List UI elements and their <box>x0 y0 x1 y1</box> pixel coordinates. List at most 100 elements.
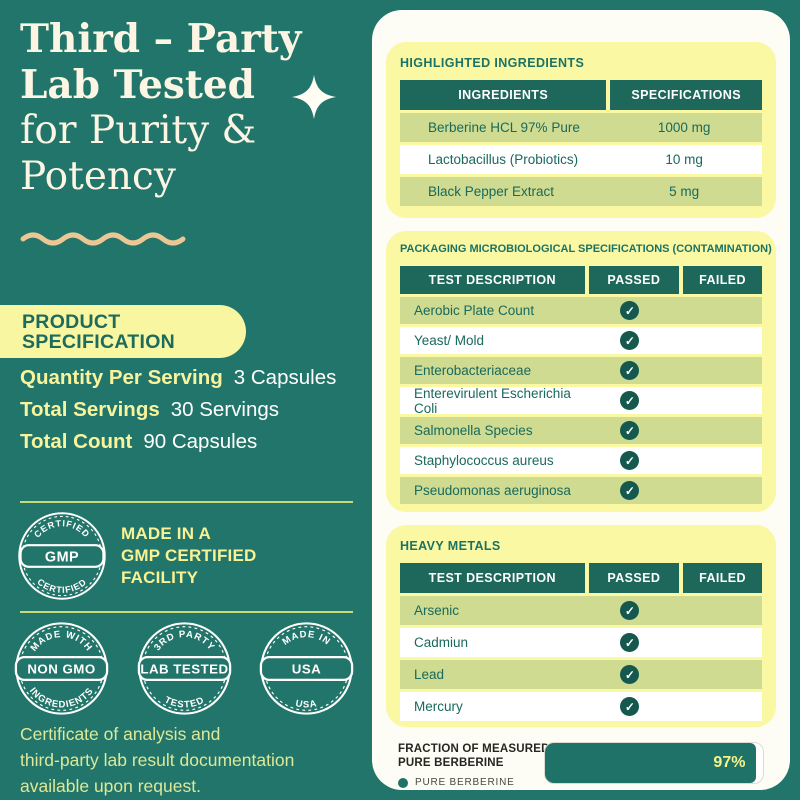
table-row: Yeast/ Mold ✓ <box>400 327 762 354</box>
spec-value: 3 Capsules <box>233 366 337 389</box>
gmp-certified-badge-icon: CERTIFIED CERTIFIED GMP <box>18 512 106 600</box>
table-row: Aerobic Plate Count ✓ <box>400 297 762 324</box>
microbiological-card: PACKAGING MICROBIOLOGICAL SPECIFICATIONS… <box>386 231 776 512</box>
passed-cell: ✓ <box>585 421 676 440</box>
table-row: Enterobacteriaceae ✓ <box>400 357 762 384</box>
gmp-arc-top: CERTIFIED <box>32 518 91 540</box>
test-name: Arsenic <box>414 603 460 618</box>
column-header: SPECIFICATIONS <box>610 80 762 110</box>
spec-label: Quantity Per Serving <box>20 366 223 389</box>
ingredient-name: Black Pepper Extract <box>428 184 555 199</box>
bar-fill: 97% <box>545 743 757 783</box>
column-header: TEST DESCRIPTION <box>400 266 585 294</box>
spec-row-servings: Total Servings 30 Servings <box>20 398 336 421</box>
table-row: Lead ✓ <box>400 660 762 689</box>
hero-title-line3: for Purity & <box>20 108 257 153</box>
stamp-arc-bottom: TESTED <box>163 695 206 711</box>
hero-title-line2: Lab Tested <box>20 62 255 108</box>
ingredient-spec: 1000 mg <box>657 120 711 135</box>
highlighted-ingredients-card: HIGHLIGHTED INGREDIENTS INGREDIENTS SPEC… <box>386 42 776 218</box>
ingredient-name: Lactobacillus (Probiotics) <box>428 152 579 167</box>
test-name: Cadmiun <box>414 635 469 650</box>
table-row: Berberine HCL 97% Pure 1000 mg <box>400 113 762 142</box>
made-in-usa-badge-icon: MADE IN USA USA <box>259 622 354 715</box>
passed-check-icon: ✓ <box>620 697 640 716</box>
passed-check-icon: ✓ <box>620 391 640 410</box>
test-name: Yeast/ Mold <box>414 333 485 348</box>
test-name: Enterobacteriaceae <box>414 363 532 378</box>
berberine-fraction-chart: FRACTION OF MEASURED PURE BERBERINE PURE… <box>398 742 764 792</box>
stamp-pill-label: LAB TESTED <box>140 662 228 677</box>
hero-title: Third – Party Lab Tested for Purity & Po… <box>20 16 301 200</box>
spec-value: 90 Capsules <box>143 430 258 453</box>
passed-cell: ✓ <box>585 451 676 470</box>
column-header: PASSED <box>588 266 680 294</box>
wavy-divider <box>20 232 186 246</box>
gmp-caption: MADE IN A GMP CERTIFIED FACILITY <box>121 523 256 589</box>
spec-label: Total Count <box>20 430 133 453</box>
passed-cell: ✓ <box>585 391 676 410</box>
spec-row-quantity: Quantity Per Serving 3 Capsules <box>20 366 336 389</box>
column-header: FAILED <box>683 266 762 294</box>
stamp-arc-top: MADE WITH <box>29 629 94 654</box>
microbiological-table: TEST DESCRIPTION PASSED FAILED Aerobic P… <box>400 266 762 504</box>
legend-label: PURE BERBERINE <box>415 777 515 788</box>
ingredients-table: INGREDIENTS SPECIFICATIONS Berberine HCL… <box>400 80 762 206</box>
table-header-row: TEST DESCRIPTION PASSED FAILED <box>400 563 762 593</box>
ingredient-spec: 5 mg <box>669 184 700 199</box>
product-spec-badge-line2: SPECIFICATION <box>22 331 176 353</box>
test-name: Lead <box>414 667 445 682</box>
test-name: Pseudomonas aeruginosa <box>414 483 571 498</box>
heavy-metals-table: TEST DESCRIPTION PASSED FAILED Arsenic ✓… <box>400 563 762 721</box>
stamp-arc-top: MADE IN <box>280 629 331 648</box>
gmp-caption-line2: GMP CERTIFIED <box>121 546 257 565</box>
passed-cell: ✓ <box>585 601 676 620</box>
card-title: HEAVY METALS <box>400 539 501 553</box>
spec-panel: HIGHLIGHTED INGREDIENTS INGREDIENTS SPEC… <box>372 10 790 790</box>
table-row: Enterevirulent Escherichia Coli ✓ <box>400 385 762 416</box>
table-row: Arsenic ✓ <box>400 596 762 625</box>
certificate-note: Certificate of analysis and third-party … <box>20 721 294 799</box>
gmp-caption-line3: FACILITY <box>121 568 199 587</box>
column-header: FAILED <box>683 563 762 593</box>
heavy-metals-card: HEAVY METALS TEST DESCRIPTION PASSED FAI… <box>386 525 776 727</box>
non-gmo-badge-icon: MADE WITH INGREDIENTS NON GMO <box>14 622 109 715</box>
svg-text:CERTIFIED: CERTIFIED <box>35 577 88 595</box>
legend-dot-icon <box>398 777 408 788</box>
stamp-pill-label: NON GMO <box>27 662 95 677</box>
hero-title-line4: Potency <box>20 154 176 199</box>
table-header-row: INGREDIENTS SPECIFICATIONS <box>400 80 762 110</box>
gmp-arc-bottom: CERTIFIED <box>35 577 87 595</box>
certificate-note-line2: third-party lab result documentation <box>20 750 295 770</box>
bar-value-label: 97% <box>713 754 746 771</box>
stamp-arc-top: 3RD PARTY <box>152 629 216 653</box>
passed-cell: ✓ <box>585 633 676 652</box>
table-row: Salmonella Species ✓ <box>400 417 762 444</box>
product-spec-badge: PRODUCT SPECIFICATION <box>0 305 246 358</box>
passed-cell: ✓ <box>585 697 676 716</box>
gmp-caption-line1: MADE IN A <box>121 524 211 543</box>
certificate-note-line3: available upon request. <box>20 776 201 796</box>
svg-text:CERTIFIED: CERTIFIED <box>32 518 92 540</box>
passed-check-icon: ✓ <box>620 301 640 320</box>
svg-text:3RD PARTY: 3RD PARTY <box>152 629 217 653</box>
spec-value: 30 Servings <box>170 398 280 421</box>
svg-text:MADE IN: MADE IN <box>280 629 332 648</box>
divider-bottom <box>20 611 353 613</box>
passed-check-icon: ✓ <box>620 481 640 500</box>
spec-label: Total Servings <box>20 398 160 421</box>
passed-check-icon: ✓ <box>620 421 640 440</box>
table-header-row: TEST DESCRIPTION PASSED FAILED <box>400 266 762 294</box>
passed-cell: ✓ <box>585 361 676 380</box>
chart-title: FRACTION OF MEASURED PURE BERBERINE <box>398 742 764 770</box>
ingredient-name: Berberine HCL 97% Pure <box>428 120 580 135</box>
ingredient-spec: 10 mg <box>665 152 703 167</box>
table-row: Pseudomonas aeruginosa ✓ <box>400 477 762 504</box>
spec-row-count: Total Count 90 Capsules <box>20 430 336 453</box>
chart-title-line1: FRACTION OF MEASURED <box>398 743 550 755</box>
passed-cell: ✓ <box>585 301 676 320</box>
certificate-note-line1: Certificate of analysis and <box>20 724 221 744</box>
passed-check-icon: ✓ <box>620 665 640 684</box>
test-name: Staphylococcus aureus <box>414 453 554 468</box>
test-name: Enterevirulent Escherichia Coli <box>414 385 571 416</box>
